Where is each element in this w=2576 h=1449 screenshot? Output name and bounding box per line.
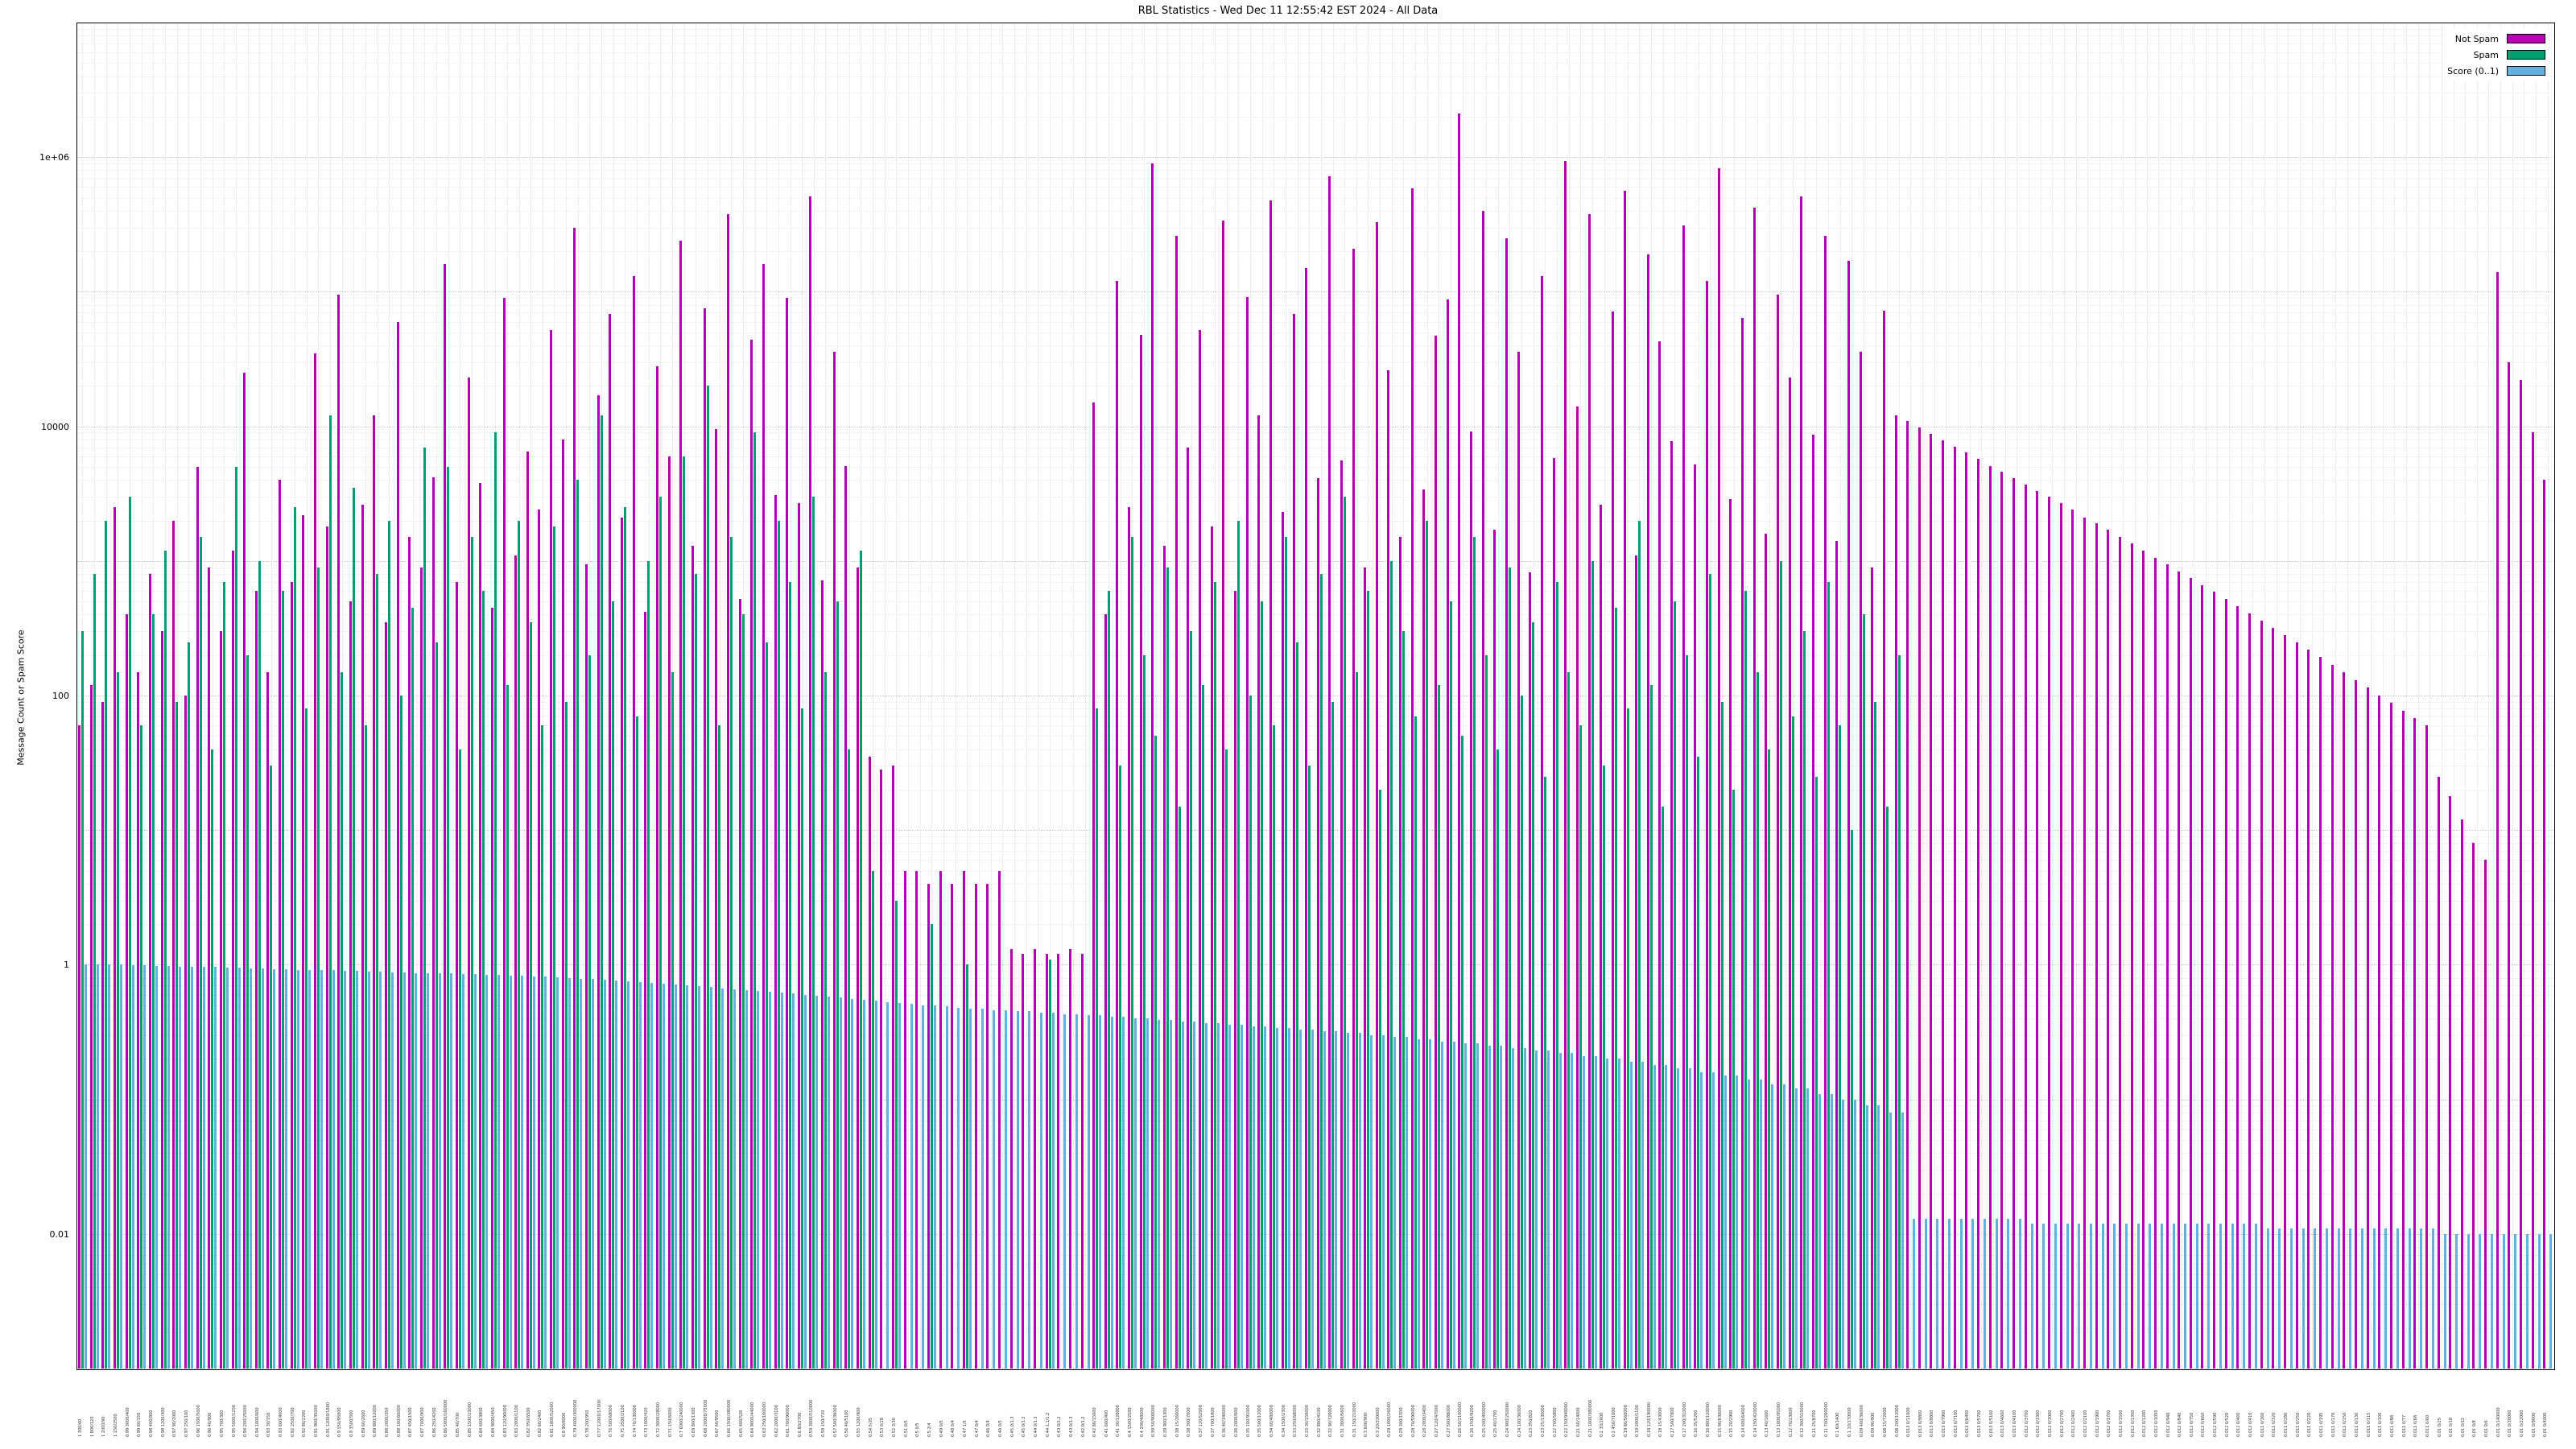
legend-label-score: Score (0..1) — [2447, 65, 2499, 76]
legend-item-not-spam: Not Spam — [2447, 31, 2545, 47]
legend-label-spam: Spam — [2473, 49, 2499, 60]
chart-title: RBL Statistics - Wed Dec 11 12:55:42 EST… — [1137, 5, 1439, 17]
legend-item-spam: Spam — [2447, 47, 2545, 63]
legend: Not Spam Spam Score (0..1) — [2444, 29, 2549, 80]
legend-item-score: Score (0..1) — [2447, 63, 2545, 79]
spam-swatch — [2507, 50, 2545, 60]
legend-label-not-spam: Not Spam — [2454, 33, 2499, 44]
score-swatch — [2507, 66, 2545, 76]
not-spam-swatch — [2507, 34, 2545, 43]
